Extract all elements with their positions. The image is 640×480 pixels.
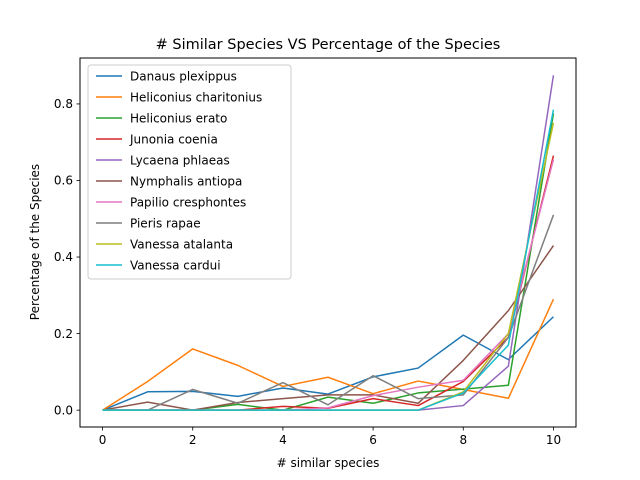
legend-entry: Heliconius charitonius (130, 90, 262, 104)
legend-entry: Lycaena phlaeas (130, 153, 230, 167)
x-axis: 0 2 4 6 8 10 (99, 427, 561, 447)
legend-entry: Vanessa cardui (130, 258, 221, 272)
y-axis: 0.0 0.2 0.4 0.6 0.8 (54, 97, 80, 417)
x-tick-label: 0 (99, 433, 107, 447)
legend-entry: Junonia coenia (129, 132, 218, 146)
legend-entry: Heliconius erato (130, 111, 227, 125)
x-tick-label: 2 (189, 433, 197, 447)
legend-entry: Papilio cresphontes (130, 195, 246, 209)
legend-entry: Pieris rapae (130, 216, 201, 230)
x-axis-label: # similar species (277, 456, 380, 470)
x-tick-label: 4 (279, 433, 287, 447)
y-axis-label: Percentage of the Species (28, 164, 42, 320)
y-tick-label: 0.0 (54, 403, 73, 417)
legend-entry: Nymphalis antiopa (130, 174, 242, 188)
legend-box (87, 64, 292, 280)
series-line-9 (102, 109, 555, 411)
series-line-7 (102, 214, 555, 411)
x-tick-label: 6 (369, 433, 377, 447)
chart-title: # Similar Species VS Percentage of the S… (156, 37, 501, 53)
x-tick-label: 10 (546, 433, 561, 447)
series-lines (102, 75, 555, 411)
y-tick-label: 0.2 (54, 327, 73, 341)
legend-entry: Danaus plexippus (130, 69, 237, 83)
legend: Danaus plexippus Heliconius charitonius He… (87, 64, 292, 280)
legend-entry: Vanessa atalanta (130, 237, 233, 251)
y-tick-label: 0.6 (54, 174, 73, 188)
series-line-5 (102, 245, 555, 411)
x-tick-label: 8 (459, 433, 467, 447)
y-tick-label: 0.4 (54, 250, 73, 264)
y-tick-label: 0.8 (54, 97, 73, 111)
plot-frame (79, 57, 577, 428)
